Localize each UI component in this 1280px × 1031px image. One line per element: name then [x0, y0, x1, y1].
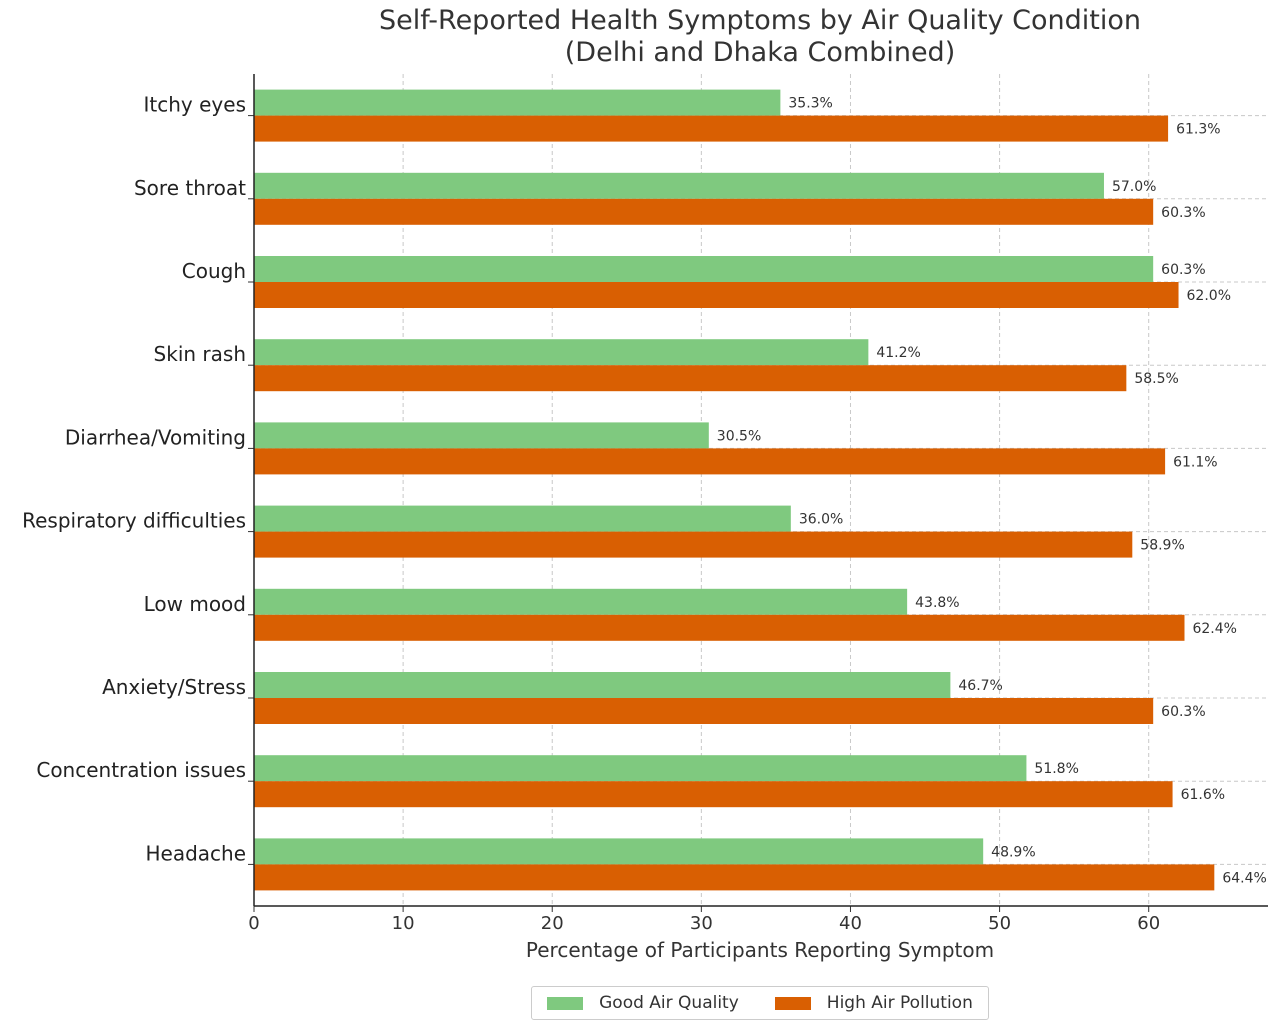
legend-item-good-air: Good Air Quality — [547, 993, 739, 1013]
data-label: 46.7% — [958, 678, 1002, 694]
legend-label-high-pollution: High Air Pollution — [826, 993, 973, 1013]
bar-high-pollution — [254, 365, 1127, 392]
y-tick-label: Concentration issues — [36, 758, 246, 782]
x-tick-label: 50 — [988, 913, 1011, 934]
data-label: 62.0% — [1187, 288, 1231, 304]
data-label: 41.2% — [876, 345, 920, 361]
data-label: 64.4% — [1222, 870, 1266, 886]
bar-high-pollution — [254, 614, 1185, 641]
x-tick-label: 10 — [392, 913, 415, 934]
y-tick-label: Diarrhea/Vomiting — [65, 425, 246, 449]
x-tick-label: 30 — [690, 913, 713, 934]
chart-subtitle: (Delhi and Dhaka Combined) — [564, 37, 956, 68]
legend-swatch-good-air — [547, 996, 584, 1010]
data-labels: 35.3% 61.3% 57.0% 60.3% 60.3% 62.0% 41.2% 58.5%… — [717, 96, 1267, 887]
x-tick-label: 0 — [248, 913, 259, 934]
chart-title: Self-Reported Health Symptoms by Air Qua… — [379, 5, 1141, 36]
data-label: 61.6% — [1181, 787, 1225, 803]
x-tick-label: 20 — [541, 913, 564, 934]
data-label: 58.5% — [1134, 371, 1178, 387]
data-label: 62.4% — [1192, 621, 1236, 637]
legend-swatch-high-pollution — [774, 996, 811, 1010]
data-label: 60.3% — [1161, 205, 1205, 221]
axes: 0 10 20 30 40 50 60 Itchy eyes Sore throat Cough S… — [22, 74, 1268, 934]
bar-good-air — [254, 672, 951, 698]
bar-good-air — [254, 838, 984, 865]
data-label: 60.3% — [1161, 262, 1205, 278]
legend-item-high-pollution: High Air Pollution — [774, 993, 973, 1013]
bar-good-air — [254, 256, 1154, 282]
bar-high-pollution — [254, 698, 1154, 724]
data-label: 30.5% — [717, 428, 761, 444]
data-label: 35.3% — [788, 96, 832, 112]
bar-high-pollution — [254, 198, 1154, 225]
y-tick-label: Cough — [182, 259, 246, 283]
bar-good-air — [254, 588, 908, 615]
legend: Good Air Quality High Air Pollution — [531, 986, 989, 1020]
y-tick-label: Sore throat — [134, 176, 246, 200]
bar-good-air — [254, 172, 1104, 199]
y-tick-label: Respiratory difficulties — [22, 509, 246, 533]
bar-high-pollution — [254, 448, 1166, 475]
y-tick-label: Headache — [145, 841, 246, 865]
bar-high-pollution — [254, 282, 1179, 308]
data-label: 61.1% — [1173, 454, 1217, 470]
y-tick-label: Low mood — [144, 592, 246, 616]
data-label: 43.8% — [915, 595, 959, 611]
data-label: 57.0% — [1112, 179, 1156, 195]
data-label: 60.3% — [1161, 704, 1205, 720]
bar-good-air — [254, 89, 781, 116]
bars — [254, 89, 1215, 891]
data-label: 61.3% — [1176, 122, 1220, 138]
bar-good-air — [254, 339, 869, 366]
x-axis-label: Percentage of Participants Reporting Sym… — [526, 938, 994, 962]
bar-good-air — [254, 755, 1027, 782]
data-label: 36.0% — [799, 512, 843, 528]
y-tick-label: Anxiety/Stress — [102, 675, 246, 699]
data-label: 48.9% — [991, 844, 1035, 860]
y-tick-label: Itchy eyes — [144, 93, 246, 117]
data-label: 51.8% — [1034, 761, 1078, 777]
legend-label-good-air: Good Air Quality — [599, 993, 739, 1013]
bar-high-pollution — [254, 115, 1169, 142]
x-tick-label: 40 — [839, 913, 862, 934]
y-tick-label: Skin rash — [154, 342, 246, 366]
bar-good-air — [254, 422, 709, 449]
data-label: 58.9% — [1140, 538, 1184, 554]
bar-good-air — [254, 505, 791, 532]
bar-high-pollution — [254, 531, 1133, 558]
bar-high-pollution — [254, 864, 1215, 891]
x-tick-label: 60 — [1137, 913, 1160, 934]
bar-high-pollution — [254, 781, 1173, 808]
